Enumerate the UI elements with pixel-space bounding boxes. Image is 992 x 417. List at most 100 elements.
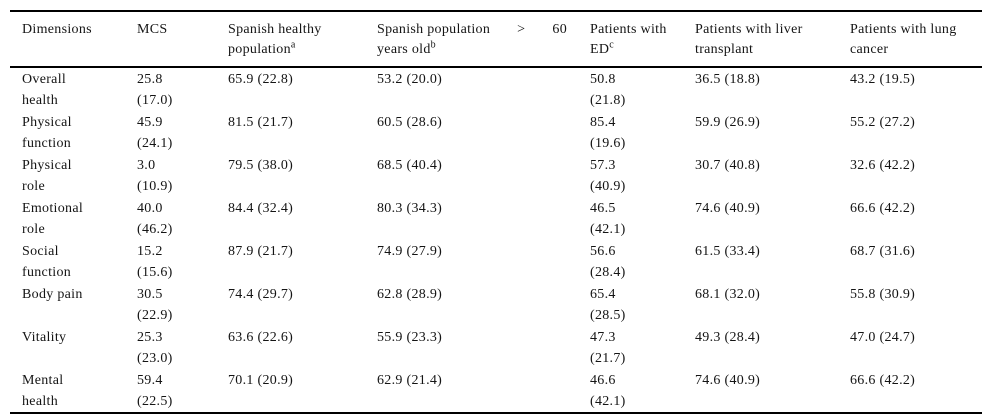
footnote-marker-b: b [430,39,436,51]
mcs-sd: (22.9) [137,308,173,323]
ed-mean: 50.8 [590,72,616,87]
ed-sd: (21.8) [590,93,626,108]
mcs-sd: (24.1) [137,136,173,151]
lung-value: 66.6 [850,201,876,216]
lung-value: 66.6 [850,373,876,388]
healthy-value: 79.5 [228,158,254,173]
mcs-mean: 15.2 [137,244,163,259]
healthy-value: 84.4 [228,201,254,216]
header-row: Dimensions MCS Spanish healthy populatio… [10,11,982,68]
mcs-mean: 40.0 [137,201,163,216]
col-header-mcs-label: MCS [137,22,168,37]
dimension-label: Physical role [22,158,72,194]
healthy-value: 70.1 [228,373,254,388]
ed-sd: (42.1) [590,394,626,409]
ed-mean: 57.3 [590,158,616,173]
comparison-table: Dimensions MCS Spanish healthy populatio… [10,10,982,414]
healthy-value: 63.6 [228,330,254,345]
over60-value: 55.9 [377,330,403,345]
lung-value: 55.2 [850,115,876,130]
table-row-body-pain: Body pain 30.5 (22.9) 74.4 (29.7) 62.8 (2… [10,283,982,326]
dimension-label: Physical function [22,115,72,151]
mcs-sd: (10.9) [137,179,173,194]
table-row-physical-role: Physical role 3.0 (10.9) 79.5 (38.0) 68.5… [10,154,982,197]
lung-value: 32.6 [850,158,876,173]
footnote-marker-c: c [609,39,614,51]
table-row-mental-health: Mental health 59.4 (22.5) 70.1 (20.9) 62.… [10,369,982,413]
col-header-spanish-healthy-label: Spanish healthy population [228,22,322,57]
ed-mean: 46.6 [590,373,616,388]
over60-value: 53.2 [377,72,403,87]
dimension-label: Emotional role [22,201,84,237]
liver-value: 36.5 [695,72,721,87]
col-header-patients-liver: Patients with liver transplant [683,11,838,68]
table-row-overall-health: Overall health 25.8 (17.0) 65.9 (22.8) 53… [10,67,982,111]
ed-sd: (42.1) [590,222,626,237]
liver-value: 30.7 [695,158,721,173]
mcs-mean: 3.0 [137,158,156,173]
col-header-spanish-over60-line2: years oldb [377,39,436,57]
over60-value: 60.5 [377,115,403,130]
col-header-spanish-over60: Spanish population > 60 years oldb [365,11,578,68]
over60-value: 68.5 [377,158,403,173]
ed-sd: (21.7) [590,351,626,366]
col-header-patients-lung-label: Patients with lung cancer [850,22,957,57]
col-header-spanish-over60-line1: Spanish population > 60 [377,20,567,40]
ed-sd: (19.6) [590,136,626,151]
ed-mean: 47.3 [590,330,616,345]
liver-value: 74.6 [695,201,721,216]
over60-value: 62.8 [377,287,403,302]
mcs-mean: 59.4 [137,373,163,388]
col-header-dimensions: Dimensions [10,11,125,68]
ed-sd: (40.9) [590,179,626,194]
col-header-patients-liver-label: Patients with liver transplant [695,22,803,57]
table-row-emotional-role: Emotional role 40.0 (46.2) 84.4 (32.4) 80… [10,197,982,240]
dimension-label: Social function [22,244,72,280]
ed-mean: 85.4 [590,115,616,130]
mcs-sd: (46.2) [137,222,173,237]
greater-than-sign: > [517,22,526,37]
ed-mean: 46.5 [590,201,616,216]
col-header-patients-ed-label: Patients with ED [590,22,667,57]
mcs-mean: 25.8 [137,72,163,87]
ed-sd: (28.5) [590,308,626,323]
dimension-label: Vitality [22,330,67,345]
mcs-sd: (22.5) [137,394,173,409]
liver-value: 74.6 [695,373,721,388]
table-row-social-function: Social function 15.2 (15.6) 87.9 (21.7) 7… [10,240,982,283]
dimension-label: Body pain [22,287,83,302]
lung-value: 68.7 [850,244,876,259]
col-header-mcs: MCS [125,11,216,68]
col-header-patients-lung: Patients with lung cancer [838,11,982,68]
table-row-physical-function: Physical function 45.9 (24.1) 81.5 (21.7)… [10,111,982,154]
mcs-sd: (17.0) [137,93,173,108]
mcs-sd: (23.0) [137,351,173,366]
liver-value: 61.5 [695,244,721,259]
lung-value: 55.8 [850,287,876,302]
table-row-vitality: Vitality 25.3 (23.0) 63.6 (22.6) 55.9 (23… [10,326,982,369]
healthy-value: 74.4 [228,287,254,302]
over60-value: 74.9 [377,244,403,259]
ed-mean: 65.4 [590,287,616,302]
liver-value: 68.1 [695,287,721,302]
mcs-mean: 25.3 [137,330,163,345]
col-header-spanish-healthy: Spanish healthy populationa [216,11,365,68]
footnote-marker-a: a [290,39,296,51]
mcs-mean: 45.9 [137,115,163,130]
over60-value: 80.3 [377,201,403,216]
lung-value: 47.0 [850,330,876,345]
over60-value: 62.9 [377,373,403,388]
mcs-mean: 30.5 [137,287,163,302]
liver-value: 59.9 [695,115,721,130]
ed-sd: (28.4) [590,265,626,280]
healthy-value: 87.9 [228,244,254,259]
col-header-dimensions-label: Dimensions [22,22,92,37]
ed-mean: 56.6 [590,244,616,259]
dimension-label: Overall health [22,72,67,108]
lung-value: 43.2 [850,72,876,87]
healthy-value: 81.5 [228,115,254,130]
mcs-sd: (15.6) [137,265,173,280]
healthy-value: 65.9 [228,72,254,87]
col-header-patients-ed: Patients with EDc [578,11,683,68]
